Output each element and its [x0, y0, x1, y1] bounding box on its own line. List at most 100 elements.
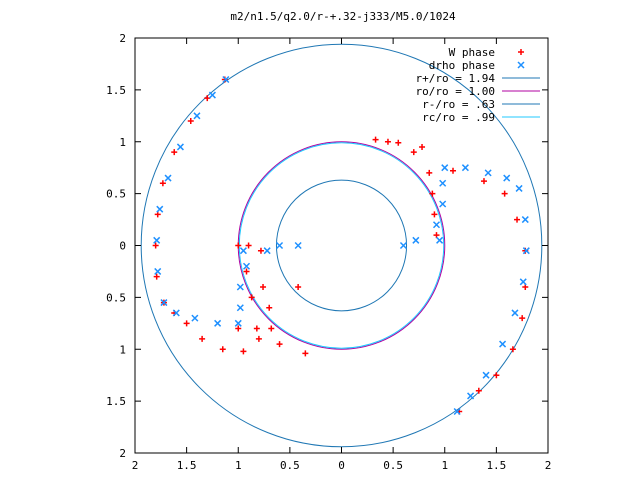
point-0-16 [257, 247, 264, 254]
point-0-3 [171, 149, 178, 156]
axis-ticks: 2 1.5 1 0.5 0 0.5 1 1.5 221.510.500.511.52 [106, 32, 551, 472]
point-1-14 [239, 247, 247, 255]
point-0-1 [204, 95, 211, 102]
x-tick-label-7: 1.5 [486, 459, 506, 472]
point-0-29 [395, 139, 402, 146]
legend-series-0-label: W phase [449, 46, 495, 59]
legend-circle-0-label: r+/ro = 1.94 [416, 72, 496, 85]
point-0-39 [493, 372, 500, 379]
point-0-27 [295, 284, 302, 290]
point-1-38 [399, 241, 407, 250]
point-1-23 [499, 340, 507, 348]
point-1-33 [439, 200, 447, 208]
point-0-22 [302, 350, 309, 357]
y-tick-label-3: 0.5 [106, 291, 126, 304]
point-1-2 [193, 112, 201, 120]
point-0-20 [248, 294, 255, 301]
point-0-32 [480, 178, 487, 185]
point-0-11 [199, 335, 206, 342]
y-tick-label-7: 1.5 [106, 84, 126, 97]
point-0-42 [433, 232, 440, 239]
point-0-23 [276, 341, 283, 348]
point-1-35 [412, 236, 420, 244]
x-tick-label-3: 0.5 [280, 459, 300, 472]
legend-circle-2-label: r-/ro = .63 [422, 98, 495, 111]
point-1-7 [154, 267, 162, 275]
point-1-34 [436, 236, 444, 244]
point-1-4 [164, 174, 172, 182]
x-tick-label-0: 2 [132, 459, 139, 472]
point-0-46 [410, 149, 417, 156]
point-0-43 [431, 211, 438, 218]
point-1-31 [461, 164, 469, 172]
x-tick-label-6: 1 [441, 459, 448, 472]
point-0-28 [372, 136, 379, 143]
point-0-31 [450, 167, 457, 174]
point-1-29 [503, 174, 511, 182]
point-0-5 [154, 211, 161, 218]
point-0-19 [243, 268, 250, 275]
point-0-38 [509, 346, 516, 353]
point-1-24 [511, 309, 519, 317]
point-1-11 [214, 319, 222, 327]
legend-circle-1-label: ro/ro = 1.00 [416, 85, 495, 98]
point-0-25 [235, 325, 242, 332]
point-0-45 [426, 169, 433, 176]
point-1-37 [439, 179, 447, 187]
point-1-9 [172, 309, 180, 317]
legend-series-1-symbol [517, 61, 525, 69]
point-1-5 [156, 205, 164, 213]
x-tick-label-1: 1.5 [177, 459, 197, 472]
point-1-22 [482, 371, 490, 379]
point-1-13 [236, 283, 244, 291]
legend-series-0-symbol [518, 49, 524, 55]
plot-layer [140, 43, 543, 448]
point-1-18 [276, 241, 284, 250]
point-0-17 [245, 242, 252, 249]
point-1-1 [208, 91, 216, 99]
point-1-12 [234, 319, 242, 327]
point-1-0 [222, 75, 230, 84]
point-0-13 [240, 348, 247, 355]
point-1-8 [160, 299, 168, 307]
legend-series-1-label: drho phase [429, 59, 495, 72]
y-tick-label-5: 0.5 [106, 188, 126, 201]
x-tick-label-5: 0.5 [383, 459, 403, 472]
point-1-20 [453, 407, 461, 416]
point-0-10 [183, 320, 190, 327]
legend-circle-3-label: rc/ro = .99 [422, 111, 495, 124]
point-0-37 [519, 315, 526, 322]
point-0-15 [260, 284, 267, 290]
point-1-32 [441, 164, 449, 172]
point-1-26 [522, 247, 530, 255]
point-1-27 [521, 216, 529, 224]
point-0-2 [187, 118, 194, 124]
point-1-6 [153, 236, 161, 244]
point-0-6 [152, 242, 159, 249]
circle-series-3 [238, 142, 445, 349]
point-0-21 [268, 325, 275, 332]
point-1-10 [191, 314, 199, 322]
point-0-14 [253, 325, 260, 332]
x-tick-label-4: 0 [338, 459, 345, 472]
point-1-16 [242, 262, 251, 270]
series-0 [152, 76, 529, 415]
x-tick-label-2: 1 [235, 459, 242, 472]
y-tick-label-6: 1 [119, 136, 126, 149]
point-1-30 [484, 169, 492, 177]
chart-title: m2/n1.5/q2.0/r-+.32-j333/M5.0/1024 [230, 10, 456, 23]
circle-series-0 [140, 43, 543, 448]
y-tick-label-8: 2 [119, 32, 126, 45]
y-tick-label-0: 2 [119, 447, 126, 460]
y-tick-label-4: 0 [119, 240, 126, 253]
point-0-18 [235, 242, 242, 249]
point-0-34 [514, 216, 521, 223]
circle-series-2 [275, 179, 408, 312]
point-1-19 [294, 241, 302, 250]
point-0-4 [159, 180, 166, 187]
point-1-21 [467, 392, 475, 400]
point-1-3 [176, 143, 184, 151]
point-0-24 [255, 335, 262, 342]
